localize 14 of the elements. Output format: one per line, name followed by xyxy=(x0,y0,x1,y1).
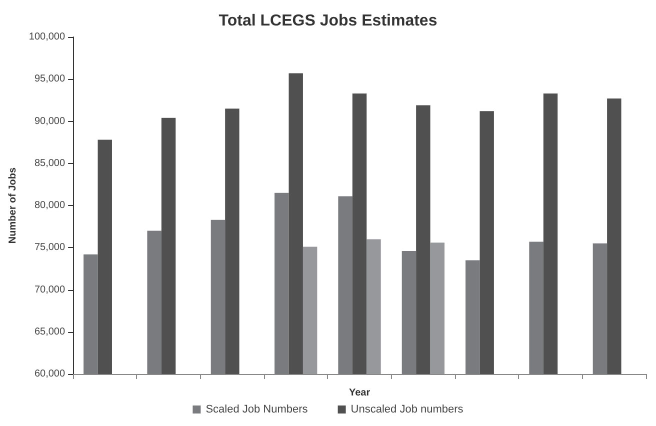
y-tick-label: 80,000 xyxy=(34,200,66,211)
chart-title: Total LCEGS Jobs Estimates xyxy=(218,12,438,30)
x-axis-title: Year xyxy=(348,388,370,398)
y-tick-label: 60,000 xyxy=(34,368,66,380)
legend-label: Unscaled Job numbers xyxy=(350,404,464,416)
y-axis-title: Number of Jobs xyxy=(8,167,18,244)
legend-label: Scaled Job Numbers xyxy=(206,404,308,416)
y-tick-label: 70,000 xyxy=(34,284,66,296)
y-tick-label: 65,000 xyxy=(34,326,66,338)
y-tick-label: 95,000 xyxy=(34,74,66,85)
y-tick-label: 85,000 xyxy=(34,158,66,169)
y-tick-label: 90,000 xyxy=(34,116,66,127)
y-tick-label: 100,000 xyxy=(28,32,66,42)
y-tick-label: 75,000 xyxy=(34,242,66,254)
